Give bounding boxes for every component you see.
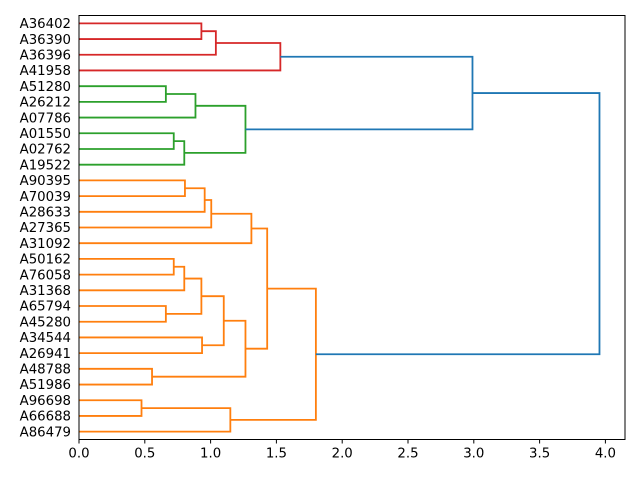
leaf-label-A26941: A26941	[20, 347, 71, 362]
dendrogram-link-31	[79, 93, 197, 119]
leaf-label-A76058: A76058	[20, 268, 71, 283]
dendrogram-link-29	[79, 42, 282, 72]
dendrogram-link-39	[79, 258, 175, 276]
leaf-label-A26212: A26212	[20, 96, 71, 111]
leaf-label-A36390: A36390	[20, 33, 71, 48]
dendrogram-link-44	[201, 295, 225, 347]
leaf-label-A48788: A48788	[20, 363, 71, 378]
leaf-label-A36402: A36402	[20, 17, 71, 32]
axes-spines	[78, 15, 626, 440]
leaf-label-A41958: A41958	[20, 64, 71, 79]
leaf-label-A51986: A51986	[20, 378, 71, 393]
leaf-label-A90395: A90395	[20, 174, 71, 189]
leaf-label-A31368: A31368	[20, 284, 71, 299]
dendrogram-link-48	[79, 399, 143, 417]
leaf-label-A65794: A65794	[20, 300, 71, 315]
dendrogram-link-34	[184, 104, 247, 154]
x-tick-label: 2.5	[397, 447, 418, 462]
leaf-label-A01550: A01550	[20, 127, 71, 142]
x-tick-label: 3.0	[463, 447, 484, 462]
dendrogram-link-30	[79, 85, 167, 103]
dendrogram-link-37	[79, 199, 213, 229]
leaf-label-A07786: A07786	[20, 111, 71, 126]
dendrogram-link-41	[79, 305, 167, 323]
leaf-label-A34544: A34544	[20, 331, 71, 346]
x-tick-label: 3.5	[529, 447, 550, 462]
dendrogram-link-32	[79, 132, 175, 150]
dendrogram-link-33	[79, 140, 186, 166]
leaf-label-A36396: A36396	[20, 48, 71, 63]
dendrogram-link-50	[230, 287, 317, 421]
x-tick-label: 4.0	[595, 447, 616, 462]
x-tick-label: 0.5	[134, 447, 155, 462]
dendrogram-link-52	[315, 92, 601, 356]
x-tick-label: 0.0	[68, 447, 89, 462]
dendrogram-link-45	[79, 367, 153, 386]
dendrogram-link-40	[79, 265, 186, 292]
leaf-label-A70039: A70039	[20, 190, 71, 205]
leaf-label-A27365: A27365	[20, 221, 71, 236]
x-tick-label: 1.5	[266, 447, 287, 462]
leaf-label-A86479: A86479	[20, 425, 71, 440]
leaf-label-A96698: A96698	[20, 394, 71, 409]
dendrogram-link-46	[152, 319, 247, 378]
leaf-label-A45280: A45280	[20, 315, 71, 330]
dendrogram-link-49	[79, 407, 232, 433]
leaf-label-A31092: A31092	[20, 237, 71, 252]
x-tick-label: 2.0	[332, 447, 353, 462]
x-tick-label: 1.0	[200, 447, 221, 462]
leaf-label-A19522: A19522	[20, 158, 71, 173]
leaf-label-A50162: A50162	[20, 253, 71, 268]
leaf-label-A66688: A66688	[20, 410, 71, 425]
dendrogram-link-38	[79, 212, 253, 245]
dendrogram-link-35	[79, 179, 186, 197]
leaf-label-A02762: A02762	[20, 143, 71, 158]
leaf-label-A28633: A28633	[20, 206, 71, 221]
leaf-label-A51280: A51280	[20, 80, 71, 95]
dendrogram-link-47	[245, 227, 269, 350]
dendrogram-link-27	[79, 22, 203, 40]
dendrogram-link-28	[79, 30, 217, 56]
dendrogram-link-43	[79, 336, 203, 355]
